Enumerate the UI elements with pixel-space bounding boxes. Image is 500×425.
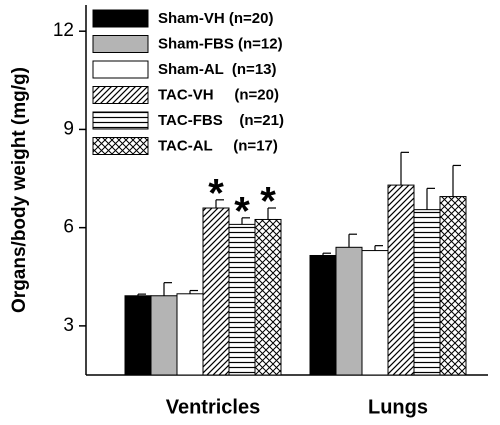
legend-swatch (92, 60, 149, 79)
bar (309, 254, 337, 376)
annotation: * (234, 189, 250, 233)
legend-label: Sham-VH (n=20) (158, 10, 273, 27)
legend-label: TAC-VH (n=20) (158, 86, 279, 103)
legend-swatch (92, 137, 149, 155)
bar (387, 184, 415, 376)
annotation: * (208, 171, 224, 215)
y-tick-label: 6 (63, 217, 74, 238)
y-tick-label: 12 (53, 20, 74, 41)
legend-label: Sham-AL (n=13) (158, 61, 277, 78)
legend-label: Sham-FBS (n=12) (158, 35, 283, 52)
legend-swatch (92, 9, 149, 28)
bar (228, 223, 256, 376)
bar (124, 295, 152, 376)
y-tick-label: 3 (63, 315, 74, 336)
legend-label: TAC-AL (n=17) (158, 137, 278, 154)
x-tick-label: Lungs (368, 396, 428, 418)
bar (254, 218, 282, 376)
legend-swatch (92, 86, 149, 104)
bar (361, 250, 389, 376)
y-tick-label: 9 (63, 118, 74, 139)
legend-swatch (92, 111, 149, 130)
bar (202, 207, 230, 376)
bar (413, 209, 441, 376)
x-tick-label: Ventricles (166, 396, 261, 418)
bar (150, 295, 178, 376)
annotation: * (260, 180, 276, 224)
y-axis-label: Organs/body weight (mg/g) (9, 67, 30, 313)
bar (439, 196, 467, 376)
legend-label: TAC-FBS (n=21) (158, 112, 284, 129)
bar (176, 293, 204, 376)
legend-swatch (92, 35, 149, 53)
bar (335, 246, 363, 376)
